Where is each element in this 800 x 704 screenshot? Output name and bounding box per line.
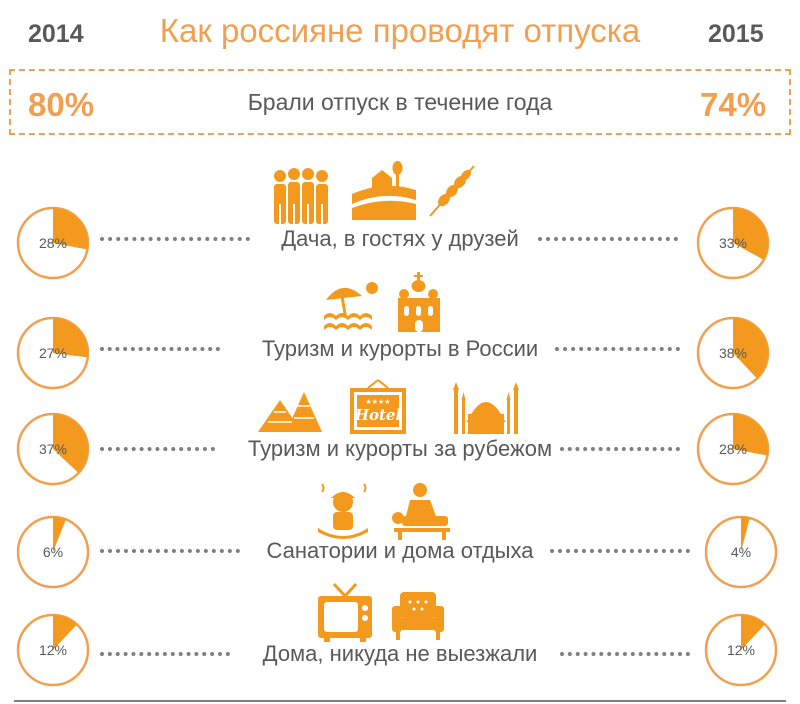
armchair-icon (392, 592, 444, 640)
leader-left-2 (100, 447, 215, 451)
pie-slice-2015 (733, 318, 768, 379)
category-label-home: Дома, никуда не выезжали (262, 641, 538, 666)
pie-value-label-2015: 38% (719, 345, 747, 361)
spa-bath-icon (318, 483, 368, 539)
leader-right-1 (555, 347, 680, 351)
pie-value-label-2014: 37% (39, 441, 67, 457)
leader-left-3 (100, 549, 240, 553)
leader-left-1 (100, 347, 220, 351)
svg-text:Hotel: Hotel (354, 406, 402, 424)
pie-2015-russia: 38% (696, 316, 770, 390)
pie-2014-sanatorium: 6% (16, 515, 90, 589)
category-label-dacha: Дача, в гостях у друзей (281, 226, 519, 251)
pie-value-label-2014: 27% (39, 345, 67, 361)
pie-2015-dacha: 33% (696, 206, 770, 280)
summary-2015-value: 74% (700, 86, 767, 123)
year-2014-label: 2014 (28, 20, 84, 48)
pie-slice-2014 (53, 517, 66, 552)
village-landscape-icon (352, 161, 416, 220)
leader-right-2 (560, 447, 680, 451)
pie-slice-2015 (733, 208, 768, 260)
orthodox-church-icon (398, 272, 440, 332)
category-label-russia: Туризм и курорты в России (261, 336, 539, 361)
leader-right-4 (560, 652, 690, 656)
mosque-icon (453, 382, 519, 434)
pie-value-label-2015: 12% (727, 642, 755, 658)
summary-label: Брали отпуск в течение года (247, 89, 553, 115)
pie-2014-dacha: 28% (16, 206, 90, 280)
tv-icon (318, 582, 372, 642)
year-2015-label: 2015 (708, 20, 764, 48)
pie-2014-home: 12% (16, 613, 90, 687)
pie-slice-2015 (741, 615, 765, 650)
summary-box (9, 69, 791, 135)
beach-umbrella-icon (324, 282, 378, 330)
pie-slice-2014 (53, 615, 77, 650)
pie-2014-abroad: 37% (16, 412, 90, 486)
category-label-abroad: Туризм и курорты за рубежом (247, 436, 553, 461)
pie-2014-russia: 27% (16, 316, 90, 390)
pie-2015-abroad: 28% (696, 412, 770, 486)
hotel-sign-icon: ★★★★ Hotel (350, 379, 406, 434)
summary-2014-value: 80% (28, 86, 95, 123)
bottom-divider (14, 700, 786, 702)
people-group-icon (274, 168, 328, 224)
pie-value-label-2014: 28% (39, 235, 67, 251)
leader-right-3 (550, 549, 690, 553)
pie-2015-home: 12% (704, 613, 778, 687)
massage-icon (392, 483, 450, 540)
pie-slice-2014 (53, 318, 88, 358)
category-label-sanatorium: Санатории и дома отдыха (266, 538, 534, 563)
pie-slice-2015 (733, 414, 768, 456)
pie-value-label-2015: 28% (719, 441, 747, 457)
leader-right-0 (538, 237, 678, 241)
leader-left-4 (100, 652, 230, 656)
pie-value-label-2014: 12% (39, 642, 67, 658)
barbecue-skewers-icon (429, 165, 475, 217)
pie-slice-2014 (53, 208, 88, 250)
pie-value-label-2015: 4% (731, 544, 751, 560)
pie-slice-2015 (741, 517, 750, 552)
pie-slice-2014 (53, 414, 88, 473)
pyramids-icon (258, 392, 322, 432)
pie-value-label-2015: 33% (719, 235, 747, 251)
pie-2015-sanatorium: 4% (704, 515, 778, 589)
page-title: Как россияне проводят отпуска (159, 12, 641, 49)
leader-left-0 (100, 237, 250, 241)
pie-value-label-2014: 6% (43, 544, 63, 560)
svg-text:★★★★: ★★★★ (365, 398, 390, 406)
